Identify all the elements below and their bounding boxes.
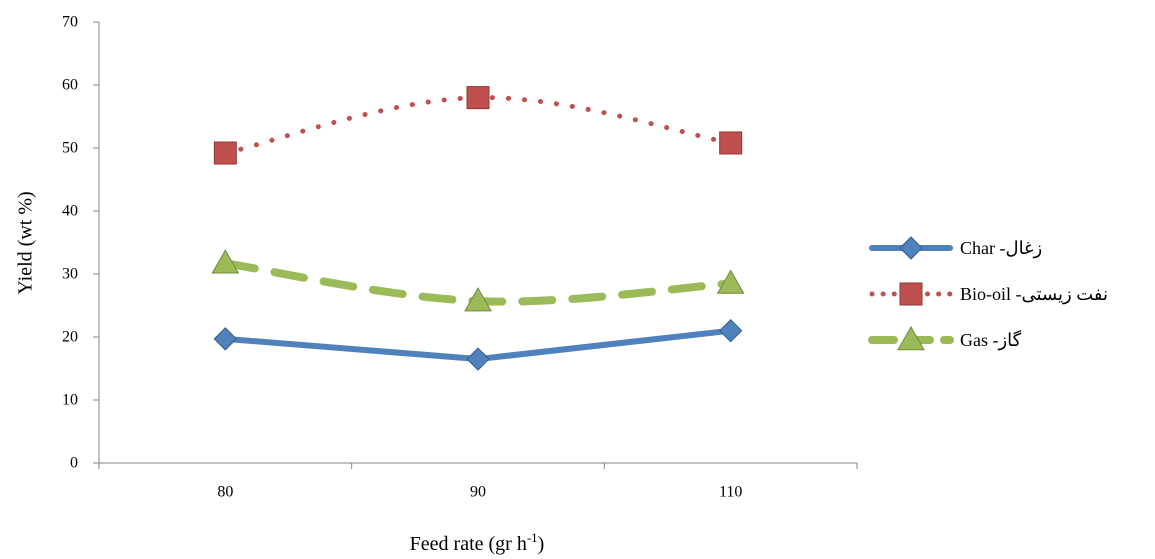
y-tick-label: 70 — [62, 14, 78, 31]
x-tick-label: 80 — [217, 484, 233, 501]
data-point-gas — [464, 287, 492, 312]
y-tick-label: 0 — [70, 455, 78, 472]
legend-label: نفت زیستی- Bio-oil — [960, 284, 1108, 305]
x-axis-title-main: Feed rate (gr h — [410, 533, 527, 555]
data-point-char — [718, 318, 743, 343]
y-tick-label: 40 — [62, 203, 78, 220]
data-point-char — [466, 347, 490, 371]
y-axis-title: Yield (wt %) — [15, 191, 37, 294]
y-tick-label: 60 — [62, 77, 78, 94]
data-point-oil — [466, 86, 490, 110]
legend-swatch-marker — [897, 325, 925, 351]
x-axis-title-close: ) — [538, 533, 545, 555]
x-tick-label: 90 — [470, 484, 486, 501]
y-ticks: 0 10 20 30 40 50 60 70 — [62, 14, 99, 472]
data-point-oil — [213, 141, 237, 165]
y-tick-label: 30 — [62, 266, 78, 283]
data-point-oil — [719, 131, 743, 155]
data-point-char — [213, 327, 238, 351]
legend-swatch-marker — [899, 236, 923, 260]
legend-label: زغال- Char — [960, 238, 1042, 259]
legend-label: گاز- Gas — [960, 329, 1022, 351]
marker-layer — [211, 86, 745, 371]
x-axis-title: Feed rate (gr h-1) — [410, 530, 545, 555]
x-ticks: 80 90 110 — [98, 463, 858, 501]
series-layer — [221, 95, 735, 363]
data-point-gas — [211, 249, 240, 274]
legend: زغال- Char نفت زیستی- Bio-oil گاز- Gas — [868, 236, 1108, 351]
y-tick-label: 10 — [62, 392, 78, 409]
axes: 0 10 20 30 40 50 60 70 80 90 110 — [62, 14, 858, 501]
legend-swatch-marker — [899, 282, 923, 306]
x-axis-title-superscript: -1 — [527, 530, 538, 545]
data-point-gas — [716, 269, 745, 294]
x-tick-label: 110 — [719, 484, 742, 501]
y-tick-label: 20 — [62, 329, 78, 346]
y-tick-label: 50 — [62, 140, 78, 157]
